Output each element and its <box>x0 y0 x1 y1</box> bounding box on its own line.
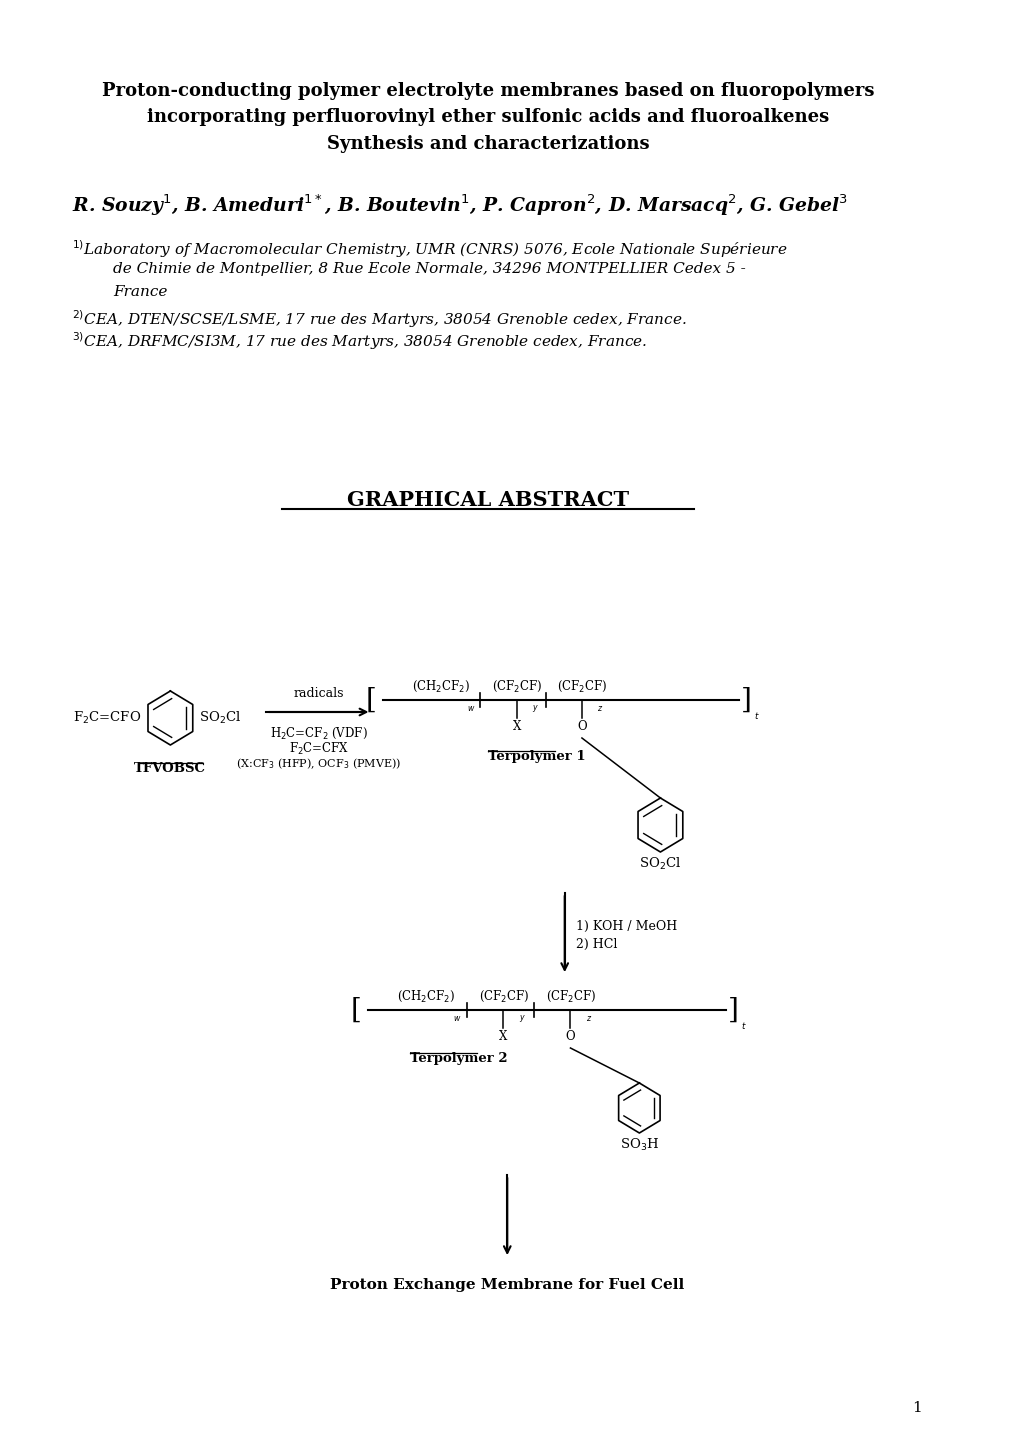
Text: SO$_2$Cl: SO$_2$Cl <box>199 710 242 726</box>
Text: Terpolymer 2: Terpolymer 2 <box>410 1052 506 1065</box>
Text: O: O <box>566 1030 575 1043</box>
Text: Terpolymer 1: Terpolymer 1 <box>488 750 585 763</box>
Text: TFVOBSC: TFVOBSC <box>135 762 206 775</box>
Text: 2) HCl: 2) HCl <box>576 938 616 951</box>
Text: SO$_3$H: SO$_3$H <box>620 1137 658 1153</box>
Text: H$_2$C=CF$_2$ (VDF): H$_2$C=CF$_2$ (VDF) <box>270 726 367 742</box>
Text: $_y$: $_y$ <box>532 704 538 716</box>
Text: O: O <box>577 720 586 733</box>
Text: $_z$: $_z$ <box>585 1014 591 1025</box>
Text: GRAPHICAL ABSTRACT: GRAPHICAL ABSTRACT <box>346 491 629 509</box>
Text: Proton-conducting polymer electrolyte membranes based on fluoropolymers: Proton-conducting polymer electrolyte me… <box>102 82 873 100</box>
Text: 1) KOH / MeOH: 1) KOH / MeOH <box>576 919 677 932</box>
Text: $_t$: $_t$ <box>753 709 759 722</box>
Text: F$_2$C=CFO: F$_2$C=CFO <box>73 710 142 726</box>
Text: (CH$_2$CF$_2$): (CH$_2$CF$_2$) <box>396 988 454 1004</box>
Text: France: France <box>113 286 167 299</box>
Text: 1: 1 <box>911 1401 921 1416</box>
Text: F$_2$C=CFX: F$_2$C=CFX <box>288 742 348 758</box>
Text: $_t$: $_t$ <box>740 1019 746 1032</box>
Text: ]: ] <box>727 997 738 1023</box>
Text: ]: ] <box>740 687 751 713</box>
Text: (X:CF$_3$ (HFP), OCF$_3$ (PMVE)): (X:CF$_3$ (HFP), OCF$_3$ (PMVE)) <box>235 756 401 771</box>
Text: incorporating perfluorovinyl ether sulfonic acids and fluoroalkenes: incorporating perfluorovinyl ether sulfo… <box>147 108 828 126</box>
Text: (CF$_2$CF): (CF$_2$CF) <box>556 678 606 694</box>
Text: R. Souzy$^1$, B. Ameduri$^{1*}$, B. Boutevin$^1$, P. Capron$^2$, D. Marsacq$^2$,: R. Souzy$^1$, B. Ameduri$^{1*}$, B. Bout… <box>71 192 847 218</box>
Text: X: X <box>498 1030 507 1043</box>
Text: $_w$: $_w$ <box>467 704 475 714</box>
Text: $_y$: $_y$ <box>519 1014 525 1026</box>
Text: $^{3)}$CEA, DRFMC/SI3M, 17 rue des Martyrs, 38054 Grenoble cedex, France.: $^{3)}$CEA, DRFMC/SI3M, 17 rue des Marty… <box>71 330 646 352</box>
Text: $^{2)}$CEA, DTEN/SCSE/LSME, 17 rue des Martyrs, 38054 Grenoble cedex, France.: $^{2)}$CEA, DTEN/SCSE/LSME, 17 rue des M… <box>71 307 686 329</box>
Text: $^{1)}$Laboratory of Macromolecular Chemistry, UMR (CNRS) 5076, Ecole Nationale : $^{1)}$Laboratory of Macromolecular Chem… <box>71 238 787 260</box>
Text: radicals: radicals <box>293 687 343 700</box>
Text: Proton Exchange Membrane for Fuel Cell: Proton Exchange Membrane for Fuel Cell <box>330 1278 684 1291</box>
Text: [: [ <box>351 997 362 1023</box>
Text: Synthesis and characterizations: Synthesis and characterizations <box>326 136 649 153</box>
Text: X: X <box>513 720 521 733</box>
Text: $_w$: $_w$ <box>452 1014 461 1025</box>
Text: (CF$_2$CF): (CF$_2$CF) <box>545 988 595 1004</box>
Text: SO$_2$Cl: SO$_2$Cl <box>639 856 681 872</box>
Text: de Chimie de Montpellier, 8 Rue Ecole Normale, 34296 MONTPELLIER Cedex 5 -: de Chimie de Montpellier, 8 Rue Ecole No… <box>113 263 745 276</box>
Text: (CF$_2$CF): (CF$_2$CF) <box>491 678 542 694</box>
Text: [: [ <box>365 687 376 713</box>
Text: (CF$_2$CF): (CF$_2$CF) <box>478 988 529 1004</box>
Text: $_z$: $_z$ <box>597 704 603 714</box>
Text: (CH$_2$CF$_2$): (CH$_2$CF$_2$) <box>411 678 469 694</box>
